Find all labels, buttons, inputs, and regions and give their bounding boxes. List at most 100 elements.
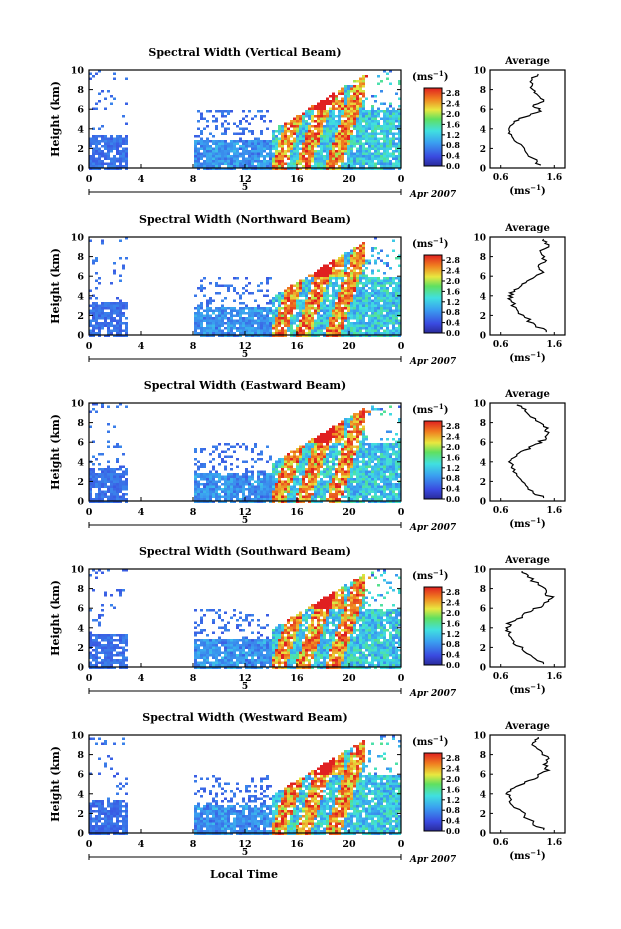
x-tick-label: 4 [138,341,145,352]
colorbar-tick-label: 0.4 [446,151,460,161]
average-y-tick-label: 10 [473,732,486,742]
heatmap-cells [89,70,401,170]
colorbar-tick-label: 0.8 [446,140,460,150]
average-y-tick-label: 8 [480,751,486,761]
average-frame [489,402,566,502]
average-x-tick-label: 0.6 [493,173,509,183]
colorbar-tick-label: 1.6 [446,618,460,628]
colorbar-tick-label: 0.8 [446,307,460,317]
colorbar-tick-label: 2.0 [446,774,460,784]
average-x-tick-label: 1.6 [546,506,562,516]
month-label: Apr 2007 [409,357,457,367]
average-x-label: (ms−1) [509,516,545,530]
colorbar-tick-label: 1.2 [446,629,460,639]
average-x-tick-label: 0.6 [493,340,509,350]
y-axis-label: Height (km) [49,248,62,324]
date-label: 5 [242,848,248,858]
x-tick-label: 0 [86,341,93,352]
y-tick-label: 10 [71,66,85,77]
y-tick-label: 10 [71,233,85,244]
y-tick-label: 6 [77,604,84,615]
colorbar-tick-label: 0.0 [446,161,460,171]
colorbar-tick-label: 0.4 [446,816,460,826]
y-tick-label: 0 [77,331,84,342]
x-tick-label: 4 [138,673,145,684]
average-frame [489,69,566,169]
colorbar-tick-label: 2.8 [446,88,460,98]
average-y-tick-label: 4 [480,624,486,634]
x-tick-label: 0 [86,673,93,684]
x-tick-label: 8 [190,839,197,850]
colorbar-tick-label: 2.8 [446,753,460,763]
colorbar-tick-label: 2.4 [446,598,460,608]
y-tick-label: 6 [77,438,84,449]
colorbar [423,420,443,500]
colorbar-tick-label: 0.0 [446,328,460,338]
average-profile-line [504,571,555,665]
colorbar-tick-label: 2.8 [446,421,460,431]
colorbar [423,586,443,666]
colorbar-tick-label: 0.0 [446,494,460,504]
colorbar-tick-label: 0.8 [446,805,460,815]
average-frame [489,236,566,336]
x-tick-label: 0 [86,507,93,518]
y-tick-label: 4 [77,291,84,302]
colorbar-tick-label: 2.8 [446,255,460,265]
average-y-tick-label: 8 [480,419,486,429]
colorbar-tick-label: 2.0 [446,109,460,119]
y-tick-label: 0 [77,164,84,175]
colorbar-tick-label: 2.8 [446,587,460,597]
x-tick-label: 20 [342,341,356,352]
colorbar-unit: (ms−1) [412,236,448,250]
y-tick-label: 2 [77,809,84,820]
average-y-tick-label: 0 [480,830,486,840]
y-tick-label: 10 [71,731,85,742]
colorbar-tick-label: 1.2 [446,297,460,307]
colorbar-tick-label: 0.0 [446,826,460,836]
x-tick-label: 8 [190,507,197,518]
x-tick-label: 0 [398,839,405,850]
average-y-tick-label: 4 [480,790,486,800]
average-y-tick-label: 6 [480,273,486,283]
date-label: 5 [242,516,248,526]
average-y-tick-label: 2 [480,312,486,322]
x-tick-label: 20 [342,174,356,185]
average-y-tick-label: 0 [480,664,486,674]
average-x-label: (ms−1) [509,682,545,696]
colorbar-tick-label: 0.4 [446,318,460,328]
average-profile-line [505,736,551,831]
average-x-tick-label: 1.6 [546,838,562,848]
heatmap-cells [89,735,401,835]
heatmap-cells [89,403,401,503]
x-tick-label: 16 [290,839,304,850]
x-tick-label: 12 [238,507,251,518]
average-y-tick-label: 10 [473,400,486,410]
x-tick-label: 12 [238,839,251,850]
x-tick-label: 20 [342,839,356,850]
month-label: Apr 2007 [409,855,457,865]
colorbar-tick-label: 2.4 [446,764,460,774]
average-y-tick-label: 10 [473,234,486,244]
colorbar-tick-label: 2.4 [446,432,460,442]
average-profile-line [507,73,545,166]
x-tick-label: 16 [290,174,304,185]
colorbar [423,87,443,167]
average-y-tick-label: 2 [480,810,486,820]
x-tick-label: 0 [398,507,405,518]
colorbar-tick-label: 0.0 [446,660,460,670]
panel-title: Spectral Width (Northward Beam) [139,213,351,226]
x-tick-label: 4 [138,839,145,850]
colorbar-tick-label: 1.2 [446,795,460,805]
y-tick-label: 8 [77,252,84,263]
y-tick-label: 8 [77,750,84,761]
average-y-tick-label: 6 [480,605,486,615]
average-y-tick-label: 6 [480,439,486,449]
average-frame [489,734,566,834]
x-tick-label: 12 [238,174,251,185]
average-x-label: (ms−1) [509,350,545,364]
average-y-tick-label: 10 [473,566,486,576]
y-tick-label: 0 [77,497,84,508]
y-tick-label: 10 [71,399,85,410]
heatmap-cells [89,237,401,337]
x-axis-label-local-time: Local Time [210,868,278,881]
